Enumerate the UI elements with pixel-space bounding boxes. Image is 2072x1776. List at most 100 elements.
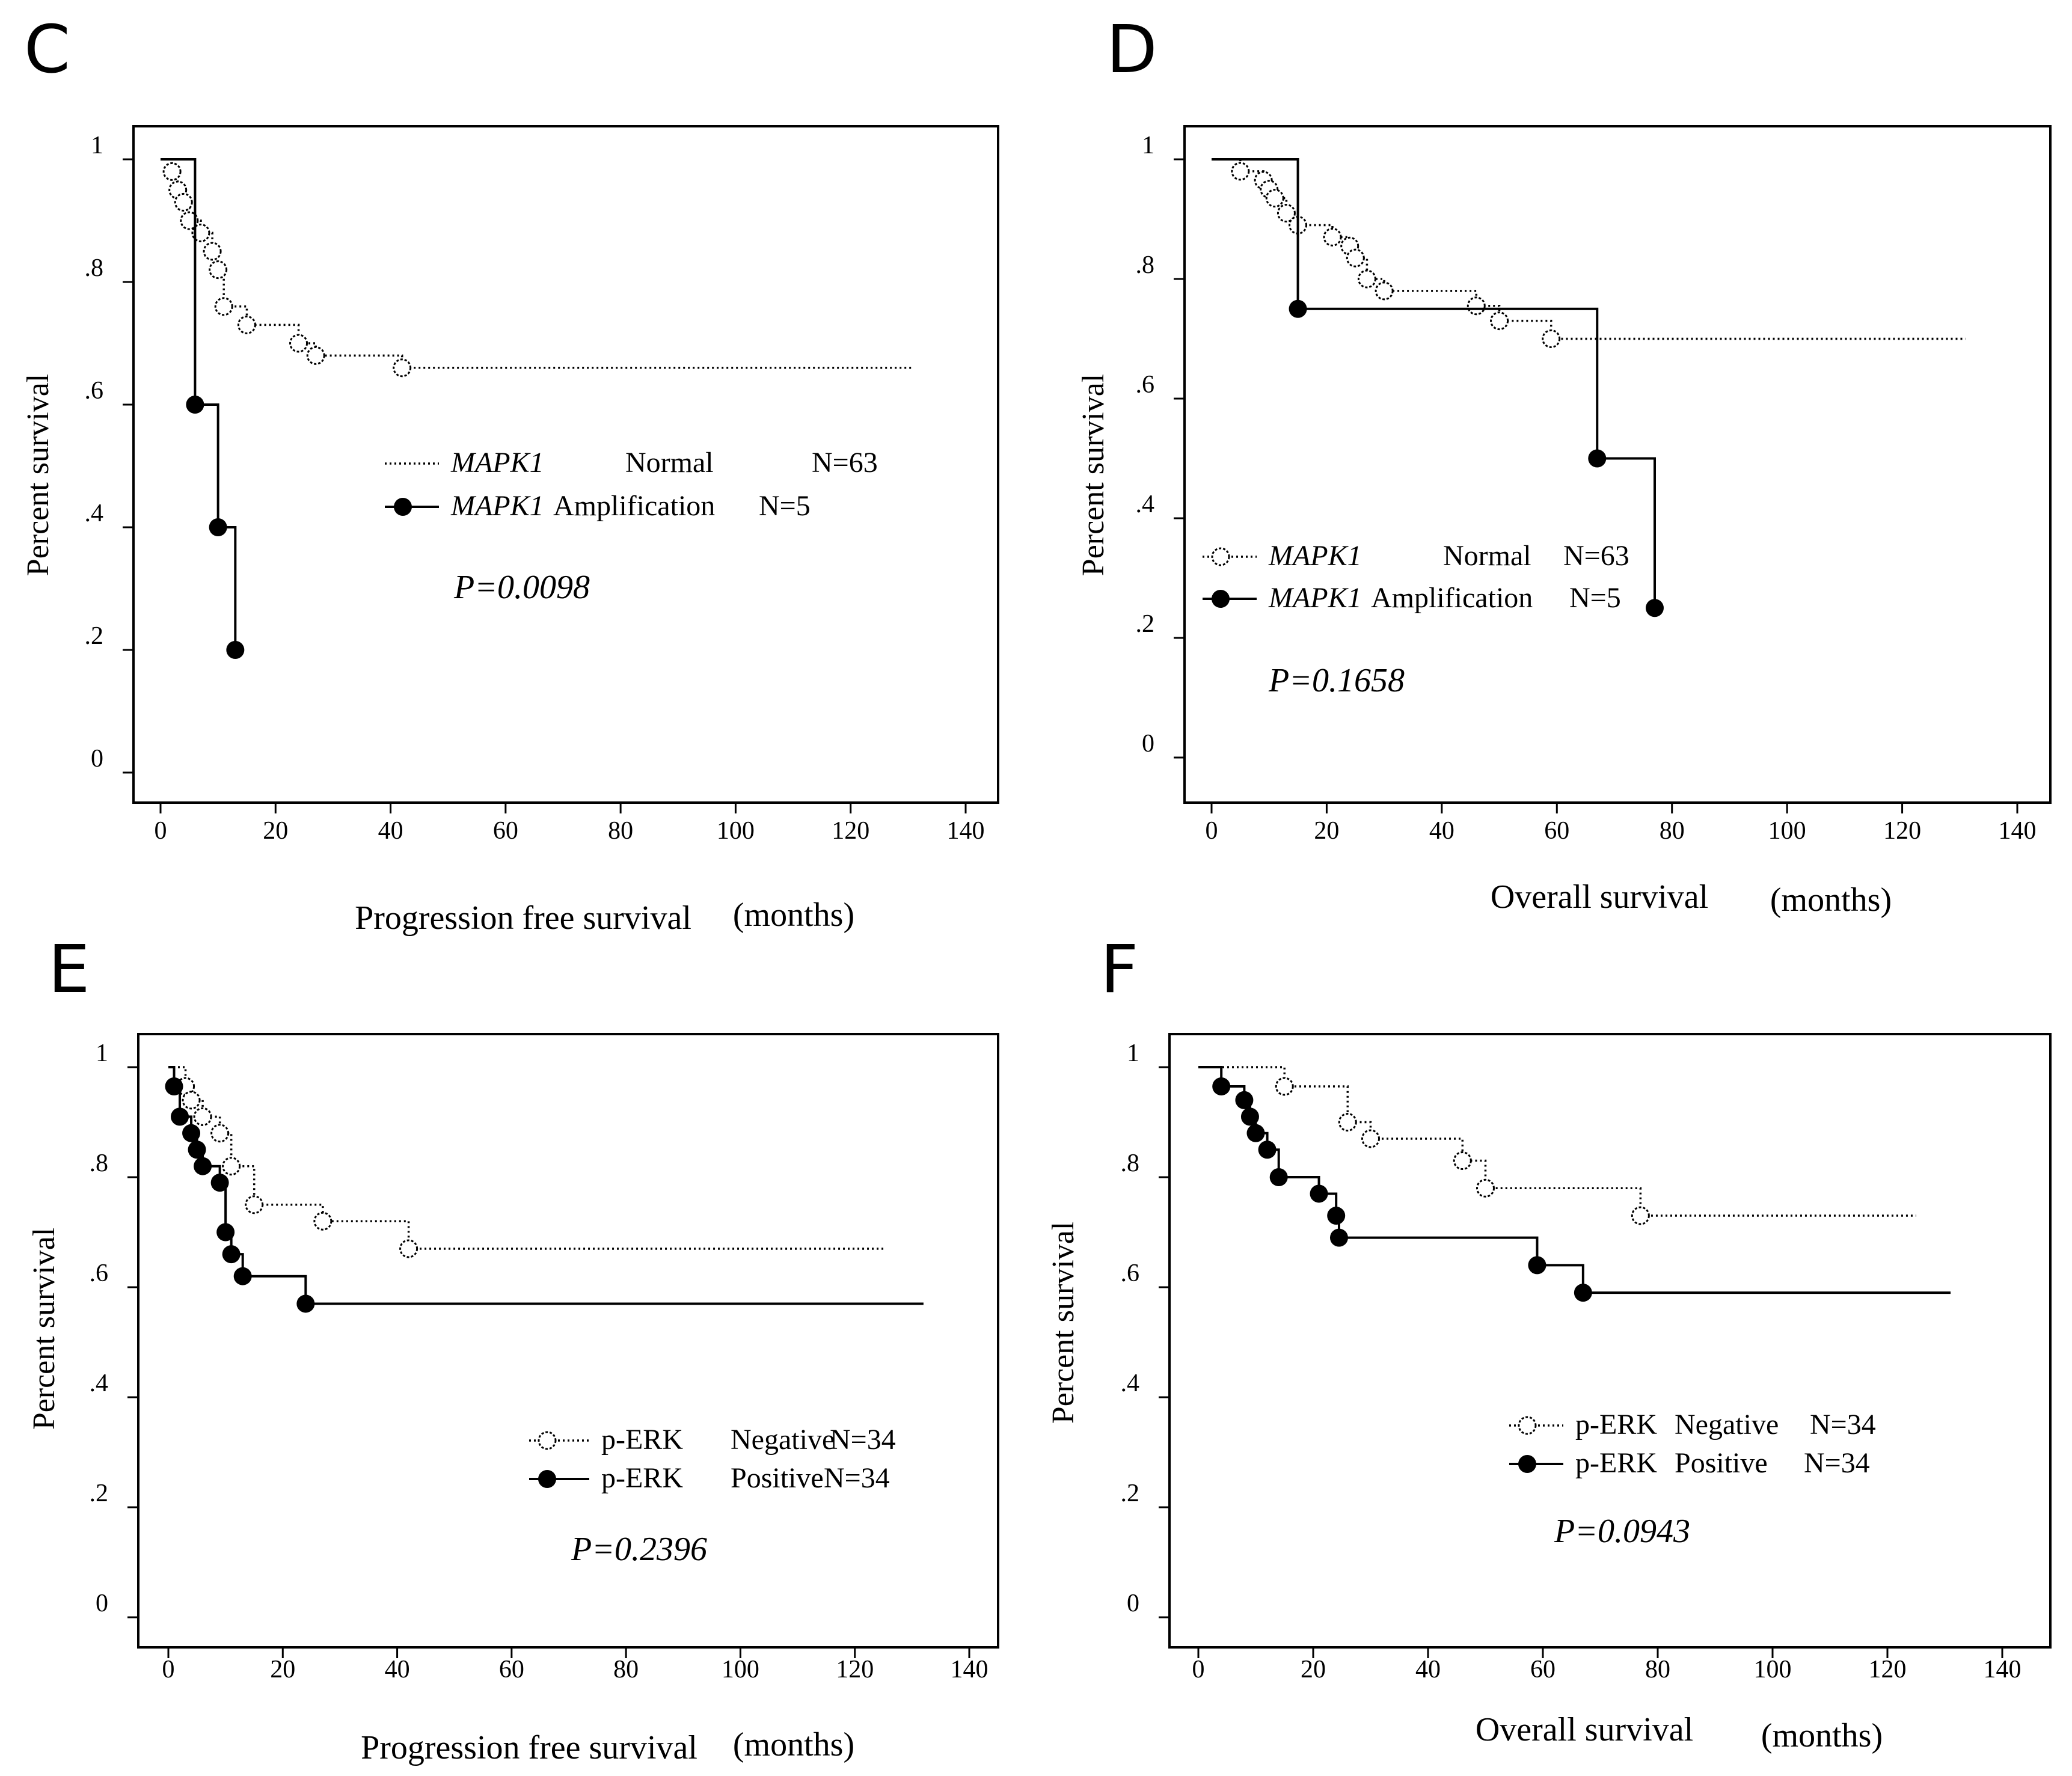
event-marker-filled xyxy=(182,1124,201,1142)
y-tick-label: .2 xyxy=(1136,610,1155,638)
event-marker-filled xyxy=(209,518,227,536)
event-marker-filled xyxy=(1240,1107,1259,1126)
event-marker-filled xyxy=(1212,1077,1231,1096)
series-solid xyxy=(1212,158,1664,617)
event-marker-filled xyxy=(216,1223,235,1242)
event-marker-open xyxy=(289,334,308,353)
event-marker-filled xyxy=(1588,449,1607,468)
event-marker-open xyxy=(1453,1151,1472,1171)
x-tick-label: 100 xyxy=(1754,1656,1792,1683)
x-tick-label: 140 xyxy=(1999,817,2037,845)
y-tick-label: .6 xyxy=(1136,371,1155,399)
x-tick-label: 60 xyxy=(493,817,518,845)
y-tick-label: .2 xyxy=(85,622,104,650)
event-marker-open xyxy=(237,315,256,334)
event-marker-open xyxy=(1277,204,1296,223)
legend-group: Positive xyxy=(1675,1447,1768,1479)
p-value: P=0.1658 xyxy=(1268,662,1405,699)
event-marker-open xyxy=(1231,162,1250,181)
event-marker-filled xyxy=(210,1174,229,1192)
y-tick-label: .6 xyxy=(1121,1260,1140,1287)
y-tick-label: .6 xyxy=(85,377,104,405)
event-marker-filled xyxy=(1246,1124,1265,1142)
x-axis-label: Progression free survival xyxy=(361,1729,697,1766)
event-marker-filled xyxy=(1269,1168,1288,1186)
x-axis-unit: (months) xyxy=(1761,1717,1883,1754)
event-marker-open xyxy=(209,260,228,280)
y-tick-label: 0 xyxy=(1127,1590,1139,1617)
survival-curve xyxy=(1212,158,1966,340)
event-marker-filled xyxy=(226,641,245,659)
y-axis-label: Percent survival xyxy=(1046,1222,1080,1424)
series-dotted xyxy=(161,158,914,378)
y-tick-label: .4 xyxy=(90,1370,109,1397)
event-marker-filled xyxy=(186,396,204,414)
x-tick-label: 120 xyxy=(1883,817,1921,845)
y-tick-label: .4 xyxy=(1136,491,1155,518)
legend: MAPK1 Normal N=63 MAPK1 Amplification N=5 xyxy=(385,447,878,522)
event-marker-filled xyxy=(1574,1284,1592,1302)
x-tick-label: 0 xyxy=(162,1656,175,1683)
y-tick-label: 1 xyxy=(96,1040,108,1067)
event-marker-filled xyxy=(1289,299,1307,318)
event-marker-open xyxy=(399,1239,418,1258)
p-value: P=0.0098 xyxy=(453,569,590,606)
y-tick-label: .8 xyxy=(85,254,104,282)
legend-marker-open xyxy=(538,1431,557,1450)
event-marker-open xyxy=(1476,1178,1495,1198)
event-marker-open xyxy=(214,297,233,316)
event-marker-filled xyxy=(1327,1207,1346,1225)
event-marker-open xyxy=(1275,1077,1294,1096)
series-dotted xyxy=(168,1066,884,1258)
legend-label: p-ERK xyxy=(1575,1409,1657,1441)
x-tick-label: 20 xyxy=(1314,817,1339,845)
x-tick-label: 40 xyxy=(385,1656,410,1683)
x-tick-label: 20 xyxy=(270,1656,295,1683)
event-marker-open xyxy=(1542,329,1561,348)
y-axis-label: Percent survival xyxy=(21,374,55,576)
x-tick-label: 20 xyxy=(263,817,288,845)
x-tick-label: 100 xyxy=(717,817,755,845)
survival-curve xyxy=(1198,1066,1951,1294)
x-tick-label: 60 xyxy=(499,1656,524,1683)
p-value: P=0.2396 xyxy=(571,1531,707,1568)
legend-group: Amplification xyxy=(1371,582,1533,614)
plot-frame xyxy=(1183,125,2052,804)
event-marker-open xyxy=(1361,1129,1380,1148)
legend-n: N=5 xyxy=(1569,582,1621,614)
event-marker-open xyxy=(1631,1206,1650,1225)
panel-letter: D xyxy=(1106,11,1157,88)
event-marker-open xyxy=(393,358,412,378)
panel-letter: E xyxy=(48,931,90,1008)
survival-curve xyxy=(161,158,237,650)
legend-label: MAPK1 xyxy=(1268,582,1362,614)
legend-label: p-ERK xyxy=(601,1462,683,1494)
y-tick-label: .4 xyxy=(85,500,104,527)
series-solid xyxy=(1198,1066,1951,1302)
x-tick-label: 120 xyxy=(836,1656,874,1683)
legend-n: N=34 xyxy=(1810,1409,1876,1441)
legend-group: Normal xyxy=(625,447,714,479)
y-tick-label: 1 xyxy=(1142,132,1154,159)
event-marker-open xyxy=(1265,189,1284,208)
plot-frame xyxy=(132,125,999,804)
y-tick-label: 1 xyxy=(91,132,103,159)
x-tick-label: 40 xyxy=(1415,1656,1441,1683)
event-marker-open xyxy=(174,192,193,212)
x-axis-label: Progression free survival xyxy=(355,899,691,937)
x-tick-label: 80 xyxy=(1645,1656,1670,1683)
p-value: P=0.0943 xyxy=(1554,1513,1690,1550)
legend-marker-filled xyxy=(1518,1455,1536,1473)
x-tick-label: 80 xyxy=(1660,817,1685,845)
event-marker-filled xyxy=(222,1245,241,1264)
event-marker-open xyxy=(313,1211,333,1231)
y-tick-label: .6 xyxy=(90,1260,109,1287)
legend: p-ERK Negative N=34 p-ERK Positive N=34 xyxy=(1509,1409,1876,1479)
survival-curve xyxy=(1198,1066,1916,1217)
event-marker-open xyxy=(245,1195,264,1214)
x-tick-label: 140 xyxy=(947,817,985,845)
legend-marker-filled xyxy=(394,498,412,516)
legend-label: MAPK1 xyxy=(1268,540,1362,572)
x-tick-label: 20 xyxy=(1301,1656,1326,1683)
y-tick-label: 0 xyxy=(1142,730,1154,758)
